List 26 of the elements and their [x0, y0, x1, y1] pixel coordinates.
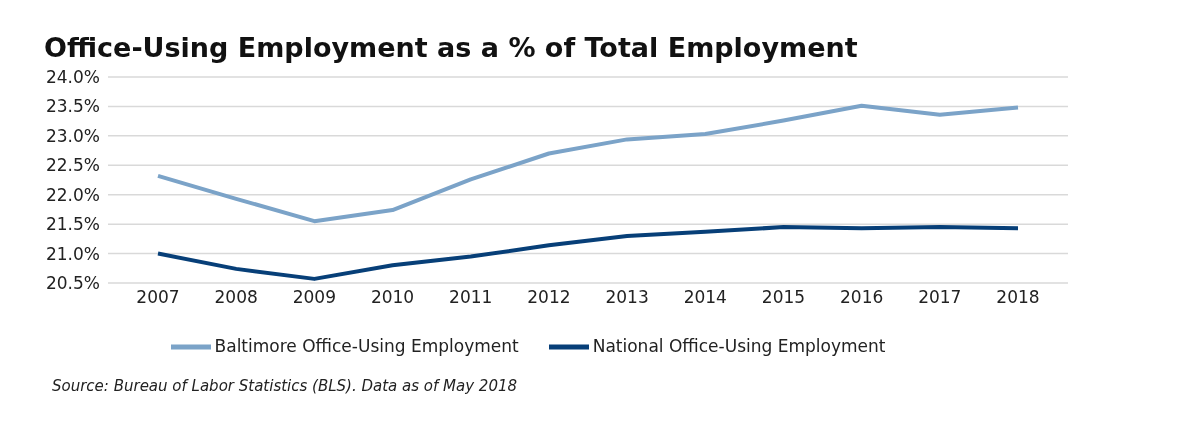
x-tick-label: 2017	[918, 287, 962, 308]
x-tick-label: 2013	[605, 287, 649, 308]
source-note: Source: Bureau of Labor Statistics (BLS). Data as of May 2018	[51, 376, 519, 395]
line-series	[156, 225, 1020, 281]
legend-label: National Office-Using Employment	[592, 336, 886, 356]
y-tick-label: 21.0%	[45, 243, 100, 264]
x-tick-label: 2008	[214, 287, 258, 308]
y-tick-label: 21.5%	[45, 214, 100, 235]
chart-title: Office-Using Employment as a % of Total Employment	[43, 31, 859, 65]
legend-label: Baltimore Office-Using Employment	[214, 336, 519, 356]
x-tick-label: 2009	[292, 287, 336, 308]
y-tick-label: 24.0%	[45, 67, 100, 88]
x-tick-label: 2012	[527, 287, 571, 308]
x-tick-label: 2014	[683, 287, 727, 308]
y-tick-label: 22.0%	[45, 184, 100, 205]
y-tick-label: 23.0%	[45, 125, 100, 146]
x-tick-label: 2015	[761, 287, 806, 308]
y-tick-label: 22.5%	[45, 155, 100, 176]
x-tick-label: 2010	[370, 287, 415, 308]
x-tick-label: 2007	[136, 287, 180, 308]
line-series	[156, 103, 1020, 224]
y-tick-label: 20.5%	[45, 273, 100, 294]
x-tick-label: 2011	[449, 287, 493, 308]
y-tick-label: 23.5%	[45, 96, 100, 117]
x-tick-label: 2018	[996, 287, 1040, 308]
x-tick-label: 2016	[840, 287, 884, 308]
